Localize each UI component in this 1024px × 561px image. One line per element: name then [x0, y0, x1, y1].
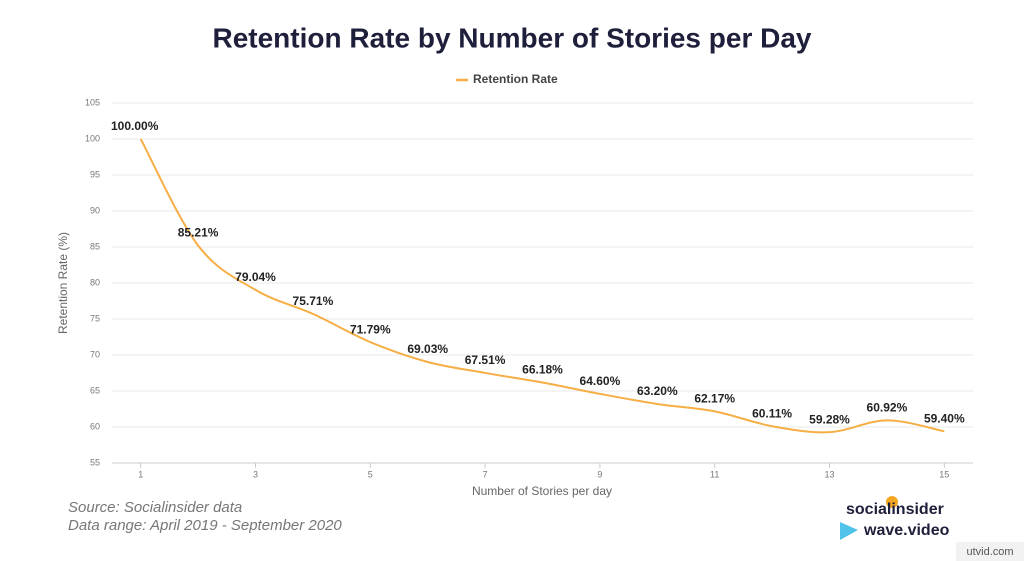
y-tick-label: 80 [90, 277, 100, 287]
data-label: 64.60% [580, 374, 621, 388]
x-tick-label: 13 [824, 469, 834, 479]
x-tick-label: 1 [138, 469, 143, 479]
data-label: 59.40% [924, 411, 965, 425]
logo-wavevideo: wave.video [863, 522, 950, 539]
data-label: 60.11% [752, 406, 792, 420]
x-tick-label: 9 [597, 469, 602, 479]
data-label: 59.28% [809, 412, 850, 426]
logo-icon [840, 522, 858, 540]
data-label: 79.04% [235, 270, 276, 284]
y-tick-label: 65 [90, 385, 100, 395]
data-label: 71.79% [350, 322, 391, 336]
data-label: 69.03% [407, 342, 448, 356]
logo-socialinsider: socialinsider [846, 501, 944, 518]
y-tick-label: 100 [85, 133, 100, 143]
x-tick-label: 5 [368, 469, 373, 479]
x-tick-label: 7 [483, 469, 488, 479]
line [139, 138, 945, 434]
data-label: 62.17% [694, 392, 735, 406]
data-label: 60.92% [867, 401, 908, 415]
legend-label: Retention Rate [473, 72, 558, 86]
y-axis-title: Retention Rate (%) [56, 232, 70, 334]
y-tick-label: 75 [90, 313, 100, 323]
chart-title: Retention Rate by Number of Stories per … [212, 22, 811, 53]
y-tick-label: 70 [90, 349, 100, 359]
y-tick-label: 55 [90, 457, 100, 467]
x-axis-title: Number of Stories per day [472, 484, 612, 498]
data-label: 67.51% [465, 353, 506, 367]
data-label: 85.21% [178, 226, 219, 240]
watermark: utvid.com [966, 546, 1013, 558]
data-label: 100.00% [111, 119, 159, 133]
x-tick-label: 3 [253, 469, 258, 479]
y-tick-label: 60 [90, 421, 100, 431]
range-note: Data range: April 2019 - September 2020 [68, 517, 342, 534]
x-tick-label: 11 [710, 469, 719, 479]
source-note: Source: Socialinsider data [68, 499, 242, 516]
y-tick-label: 85 [90, 241, 100, 251]
data-label: 66.18% [522, 363, 563, 377]
x-tick-label: 15 [939, 469, 949, 479]
y-tick-label: 90 [90, 205, 100, 215]
y-tick-label: 105 [85, 97, 100, 107]
data-label: 63.20% [637, 384, 678, 398]
data-label: 75.71% [293, 294, 334, 308]
logo-dot [886, 496, 898, 508]
watermark-box [956, 542, 1024, 561]
y-tick-label: 95 [90, 169, 100, 179]
